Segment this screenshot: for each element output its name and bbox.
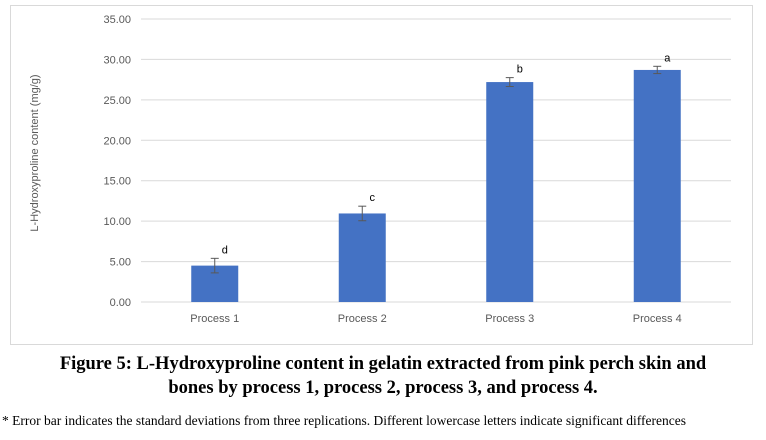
significance-letter: a: [664, 52, 671, 64]
error-bars: [210, 65, 662, 274]
y-tick-labels: 0.00 5.00 10.00 15.00 20.00 25.00 30.00 35.00: [103, 14, 131, 309]
significance-letter: d: [222, 244, 228, 256]
significance-letters: d c b a: [222, 52, 672, 256]
x-tick-labels: Process 1 Process 2 Process 3 Process 4: [190, 313, 681, 325]
error-bar: [358, 205, 367, 222]
significance-letter: b: [517, 64, 523, 76]
bars: [191, 69, 681, 302]
caption-line-1: Figure 5: L-Hydroxyproline content in ge…: [59, 354, 707, 374]
error-bar: [653, 65, 662, 75]
y-tick-label: 0.00: [110, 297, 131, 309]
caption-line-2: bones by process 1, process 2, process 3…: [168, 378, 598, 398]
y-tick-label: 25.00: [103, 95, 131, 107]
grid-lines: [141, 18, 731, 303]
error-bar: [210, 257, 219, 274]
significance-letter: c: [370, 192, 376, 204]
x-tick-label: Process 1: [190, 313, 239, 325]
y-tick-label: 5.00: [110, 257, 131, 269]
error-bar: [505, 77, 514, 88]
x-tick-label: Process 4: [633, 313, 682, 325]
y-axis-label: L-Hydroxyproline content (mg/g): [29, 74, 41, 231]
footnote: * Error bar indicates the standard devia…: [2, 413, 686, 428]
bar: [338, 213, 386, 302]
y-tick-label: 35.00: [103, 14, 131, 26]
x-tick-label: Process 2: [338, 313, 387, 325]
bar-chart: 0.00 5.00 10.00 15.00 20.00 25.00 30.00 35.00 d…: [29, 14, 731, 325]
figure-caption: Figure 5: L-Hydroxyproline content in ge…: [0, 352, 766, 400]
y-tick-label: 15.00: [103, 176, 131, 188]
chart-area: 0.00 5.00 10.00 15.00 20.00 25.00 30.00 35.00 d…: [10, 5, 753, 345]
bar: [633, 69, 681, 302]
x-tick-label: Process 3: [485, 313, 534, 325]
y-tick-label: 10.00: [103, 216, 131, 228]
y-tick-label: 30.00: [103, 54, 131, 66]
y-tick-label: 20.00: [103, 135, 131, 147]
bar: [486, 82, 534, 302]
